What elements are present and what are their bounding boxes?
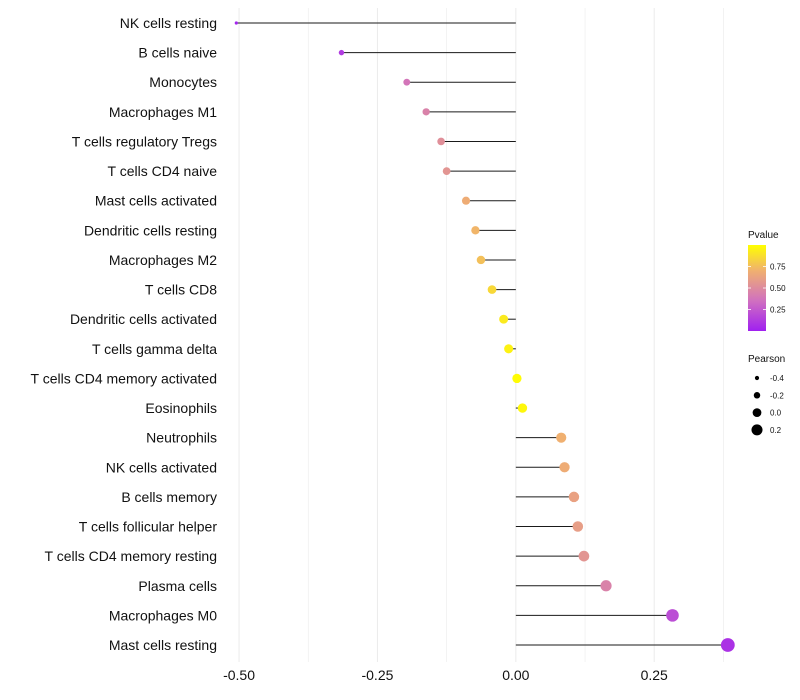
category-label: Macrophages M1 (109, 104, 217, 120)
lollipop-point (403, 78, 411, 86)
category-label: T cells CD4 naive (108, 163, 218, 179)
category-label: Mast cells resting (109, 637, 217, 653)
category-label: T cells gamma delta (92, 341, 217, 357)
lollipop-point (720, 638, 735, 652)
lollipop-point (556, 432, 567, 443)
category-label: Dendritic cells resting (84, 222, 217, 238)
lollipop-point (666, 609, 679, 622)
pvalue-legend-ticks: 0.75 0.50 0.25 (748, 263, 786, 315)
category-label: T cells regulatory Tregs (72, 133, 217, 149)
pvalue-legend: Pvalue 0.75 0.50 0.25 (748, 230, 786, 331)
category-label: T cells CD8 (145, 282, 217, 298)
lollipop-point (234, 21, 238, 25)
lollipop-point (338, 49, 345, 56)
pearson-legend-label: 0.0 (770, 409, 782, 418)
x-tick-label: -0.50 (223, 667, 255, 683)
pvalue-tick-label: 0.50 (770, 284, 786, 293)
category-label: Dendritic cells activated (70, 311, 217, 327)
lollipop-point (517, 403, 528, 413)
x-axis-ticks: -0.50 -0.25 0.00 0.25 (223, 667, 668, 683)
category-label: NK cells resting (120, 15, 217, 31)
lollipop-point (422, 108, 430, 116)
stem-layer (236, 22, 728, 646)
lollipop-point (600, 580, 612, 592)
lollipop-point (461, 196, 471, 205)
category-label: Neutrophils (146, 430, 217, 446)
pvalue-tick-label: 0.75 (770, 263, 786, 272)
pearson-legend-dot (751, 424, 763, 436)
category-label: T cells follicular helper (79, 519, 218, 535)
dot-layer (234, 21, 735, 652)
category-labels: NK cells resting B cells naive Monocytes Ma… (31, 15, 218, 653)
pearson-legend-label: -0.2 (770, 391, 784, 400)
x-tick-label: 0.25 (641, 667, 668, 683)
lollipop-point (476, 255, 486, 265)
lollipop-point (512, 373, 522, 384)
lollipop-point (568, 491, 580, 503)
lollipop-point (578, 550, 590, 562)
pvalue-tick-label: 0.25 (770, 306, 786, 315)
category-label: Monocytes (149, 74, 217, 90)
lollipop-point (471, 226, 480, 235)
lollipop-point (437, 137, 445, 146)
category-label: T cells CD4 memory activated (31, 370, 217, 386)
category-label: B cells naive (138, 45, 217, 61)
category-label: NK cells activated (106, 459, 217, 475)
category-label: Eosinophils (145, 400, 217, 416)
category-label: Mast cells activated (95, 193, 217, 209)
pearson-legend-dot (754, 375, 760, 381)
lollipop-point (487, 285, 497, 294)
pearson-legend-dot (752, 408, 762, 417)
pvalue-colorbar (748, 245, 766, 331)
lollipop-point (504, 344, 514, 354)
lollipop-point (572, 521, 584, 532)
pearson-legend-dot (753, 392, 761, 399)
pearson-legend-label: -0.4 (770, 374, 784, 383)
lollipop-point (559, 462, 570, 473)
pearson-legend: Pearson -0.4 -0.2 0.0 0.2 (748, 354, 785, 436)
pearson-legend-label: 0.2 (770, 426, 782, 435)
pearson-legend-title: Pearson (748, 354, 785, 365)
category-label: Macrophages M0 (109, 607, 217, 623)
pearson-legend-entries: -0.4 -0.2 0.0 0.2 (751, 374, 784, 436)
pvalue-legend-title: Pvalue (748, 230, 779, 241)
category-label: T cells CD4 memory resting (45, 548, 217, 564)
x-tick-label: 0.00 (502, 667, 529, 683)
lollipop-point (499, 314, 509, 324)
grid-layer (238, 8, 724, 662)
category-label: B cells memory (121, 489, 217, 505)
category-label: Plasma cells (138, 578, 217, 594)
x-tick-label: -0.25 (361, 667, 393, 683)
category-label: Macrophages M2 (109, 252, 217, 268)
lollipop-point (442, 167, 451, 175)
